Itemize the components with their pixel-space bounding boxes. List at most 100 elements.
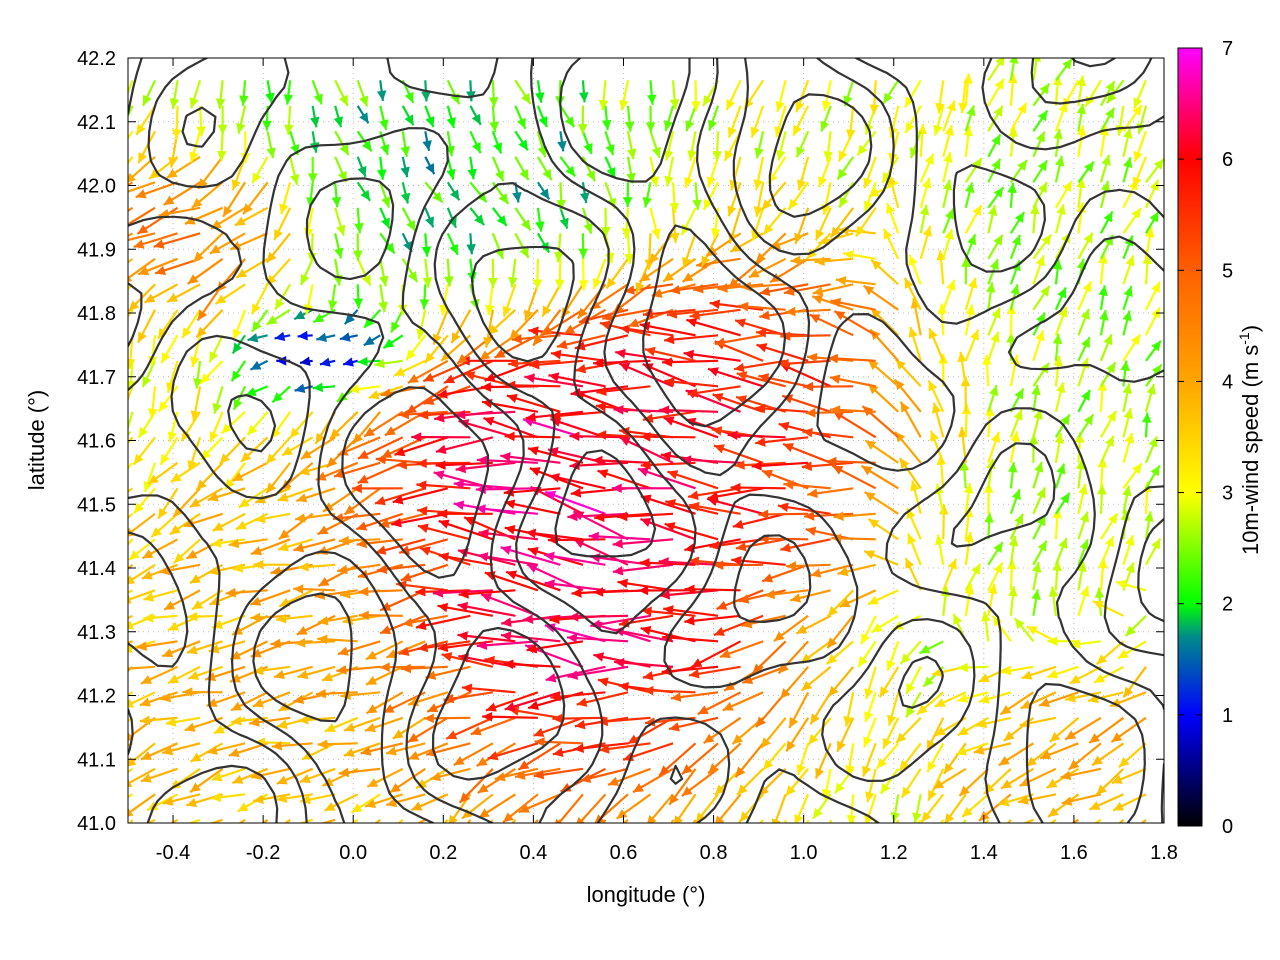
wind-vector-head: [597, 677, 609, 687]
wind-vector-head: [207, 492, 219, 502]
wind-vector-head: [479, 350, 491, 360]
wind-vector-head: [814, 256, 825, 266]
wind-vector-head: [315, 688, 326, 699]
wind-vector-head: [758, 785, 769, 796]
wind-vector-shaft: [774, 793, 787, 823]
wind-vector-head: [417, 642, 429, 653]
wind-vector-head: [764, 589, 776, 600]
wind-vector-head: [1104, 536, 1114, 548]
wind-vector-head: [962, 806, 973, 817]
wind-vector-head: [618, 681, 629, 692]
wind-vector-head: [1065, 693, 1077, 703]
wind-vector-head: [293, 694, 305, 705]
wind-vector-head: [617, 578, 629, 589]
wind-vector-head: [868, 359, 879, 371]
wind-vector-head: [143, 592, 155, 602]
wind-vector-head: [334, 247, 344, 259]
wind-vector-head: [380, 388, 392, 398]
wind-vector-head: [1020, 699, 1032, 709]
wind-vector-head: [714, 784, 726, 795]
wind-vector-head: [982, 354, 992, 365]
x-tick-label: 0.0: [339, 842, 367, 864]
wind-vector-head: [713, 560, 724, 570]
wind-vector-head: [1122, 310, 1132, 322]
wind-vector-head: [1097, 484, 1107, 495]
wind-vector-head: [709, 540, 720, 551]
wind-vector-shaft: [692, 819, 697, 823]
wind-vector-head: [525, 412, 536, 422]
wind-vector-head: [593, 652, 605, 662]
wind-vector-head: [1076, 459, 1086, 470]
wind-vector-head: [597, 469, 609, 479]
wind-vector-head: [365, 650, 377, 660]
wind-vector-head: [255, 513, 266, 524]
wind-vector-head: [1035, 255, 1045, 267]
wind-vector-head: [931, 402, 942, 414]
wind-vector-head: [545, 673, 557, 683]
y-tick-label: 42.1: [77, 112, 116, 134]
wind-vector-head: [1092, 755, 1103, 766]
wind-vector-head: [231, 716, 242, 726]
wind-vector-head: [796, 764, 806, 776]
wind-vector-head: [510, 843, 520, 854]
wind-vector-head: [142, 549, 154, 559]
wind-vector-head: [520, 219, 531, 231]
wind-vector-head: [343, 357, 354, 367]
wind-vector-head: [684, 584, 695, 595]
wind-vector-head: [417, 523, 429, 533]
wind-vector-head: [365, 798, 377, 809]
wind-vector-head: [826, 456, 837, 467]
wind-vector-shaft: [567, 665, 629, 678]
wind-vector-shaft: [544, 490, 606, 515]
y-tick-label: 41.1: [77, 749, 116, 771]
wind-vector-head: [1062, 58, 1073, 70]
wind-vector-head: [286, 822, 288, 823]
wind-vector-head: [212, 402, 222, 414]
wind-vector-head: [494, 348, 506, 358]
wind-vector-head: [297, 824, 308, 833]
wind-vector-head: [566, 633, 578, 643]
wind-vector-head: [364, 723, 376, 733]
wind-vector-head: [845, 765, 855, 776]
wind-vector-head: [1078, 484, 1088, 495]
wind-vector-head: [722, 701, 734, 711]
wind-vector-head: [1103, 334, 1113, 346]
wind-vector-head: [400, 192, 411, 204]
wind-vector-shaft: [670, 819, 675, 823]
wind-vector-head: [187, 274, 199, 284]
wind-vector-head: [457, 631, 468, 641]
wind-vector-head: [453, 500, 465, 510]
wind-vector-head: [351, 483, 362, 494]
wind-vector-head: [773, 631, 785, 642]
wind-vector-head: [1124, 432, 1134, 444]
wind-vector-head: [919, 644, 931, 654]
colorbar-tick-label: 1: [1222, 705, 1233, 727]
wind-vector-head: [529, 467, 541, 477]
y-tick-label: 42.0: [77, 176, 116, 198]
wind-vectors: [128, 58, 1164, 856]
wind-vector-head: [444, 276, 454, 287]
wind-vector-head: [935, 726, 947, 736]
wind-vector-head: [581, 845, 591, 856]
wind-vector-head: [1148, 436, 1158, 448]
colorbar-label: 10m-wind speed (m s-1): [1236, 325, 1263, 555]
wind-vector-shaft: [128, 130, 134, 141]
wind-vector-head: [827, 637, 838, 649]
wind-vector-head: [794, 232, 804, 244]
wind-vector-head: [925, 837, 934, 848]
wind-vector-head: [503, 659, 514, 670]
wind-vector-head: [186, 645, 198, 655]
wind-vector-head: [714, 337, 726, 347]
wind-vector-head: [457, 353, 468, 364]
wind-vector-head: [337, 564, 348, 575]
wind-vector-head: [1061, 796, 1073, 806]
wind-vector-head: [670, 232, 680, 244]
wind-vector-head: [858, 656, 868, 668]
wind-vector-head: [458, 589, 469, 599]
wind-vector-head: [533, 727, 545, 737]
wind-vector-shaft: [128, 283, 134, 291]
colorbar-tick-label: 5: [1222, 260, 1233, 282]
y-tick-label: 41.6: [77, 431, 116, 453]
wind-vector-head: [328, 300, 338, 311]
wind-vector-head: [480, 382, 491, 392]
